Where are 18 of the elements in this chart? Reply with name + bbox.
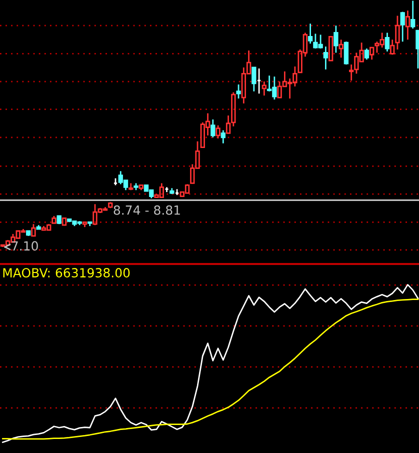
candlestick: [338, 38, 344, 58]
candlestick: [220, 130, 226, 144]
candlestick: [262, 80, 267, 96]
candlestick: [108, 201, 113, 209]
candlestick: [390, 38, 395, 56]
candlestick: [323, 46, 328, 70]
candlestick: [384, 32, 390, 52]
candlestick: [170, 187, 174, 195]
annotation: 8.74 - 8.81: [114, 205, 180, 215]
candlestick: [308, 22, 313, 44]
chart-title: MAOBV: 6631938.00: [3, 268, 130, 278]
candlestick: [210, 118, 216, 138]
candlestick: [405, 10, 410, 40]
candlestick: [364, 48, 370, 60]
candlestick: [400, 11, 405, 42]
candlestick: [344, 40, 349, 66]
annotation: 7.10: [12, 241, 38, 251]
candlestick: [410, 0, 416, 30]
